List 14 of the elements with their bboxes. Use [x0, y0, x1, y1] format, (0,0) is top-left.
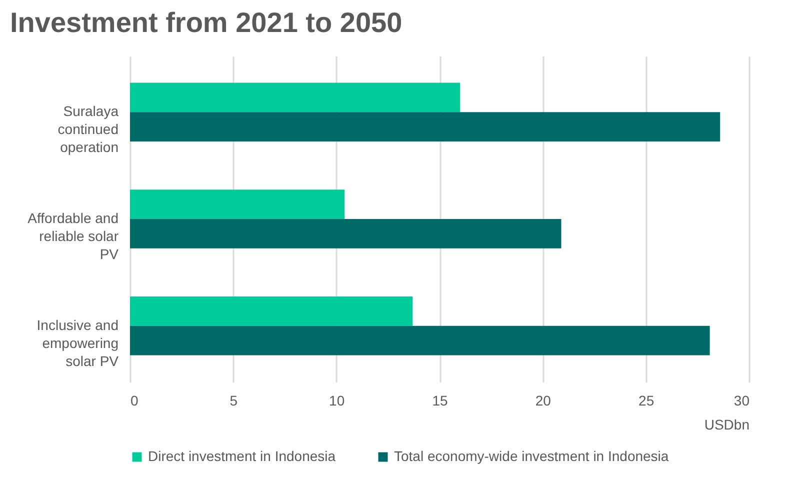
x-tick-label: 30 [734, 392, 750, 408]
x-tick-label: 20 [535, 392, 552, 408]
x-tick-label: 10 [329, 392, 345, 408]
legend-label: Total economy-wide investment in Indonesia [394, 448, 669, 464]
chart-title: Investment from 2021 to 2050 [10, 7, 402, 38]
x-tick-label: 5 [230, 392, 238, 408]
y-tick-label: Affordable and reliable solar PV [28, 210, 120, 262]
x-tick-label: 0 [130, 392, 138, 408]
x-tick-label: 15 [432, 392, 448, 408]
legend-label: Direct investment in Indonesia [148, 448, 336, 464]
y-tick-label: Inclusive and empowering solar PV [36, 316, 120, 369]
y-tick-label: Suralaya continued operation [58, 103, 119, 156]
x-axis-title: USDbn [704, 416, 750, 432]
x-tick-label: 25 [638, 392, 654, 408]
